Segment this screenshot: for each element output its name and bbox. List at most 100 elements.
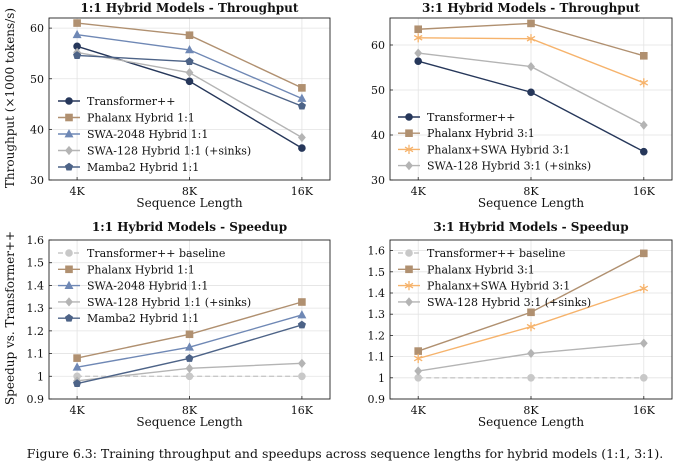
data-point: [527, 373, 535, 382]
series-swa-128-hybrid-1-1-sinks: [73, 358, 306, 386]
series-mamba2-hybrid-1-1: [73, 51, 306, 110]
x-tick-label: 8K: [182, 185, 198, 198]
x-tick-label: 4K: [69, 185, 85, 198]
y-tick-label: 1.6: [27, 234, 45, 247]
y-tick-label: 1.5: [368, 266, 386, 279]
legend-entry: SWA-128 Hybrid 3:1 (+sinks): [427, 296, 591, 309]
data-point: [527, 348, 535, 359]
y-tick-label: 1: [378, 372, 385, 385]
data-point: [72, 29, 82, 39]
legend-entry: SWA-128 Hybrid 1:1 (+sinks): [87, 296, 251, 309]
series-phalanx-hybrid-3-1: [414, 19, 648, 60]
data-point: [185, 372, 194, 381]
chart-panel-1: 30 40 50 60 4K 8K 16K 1:1 Hybrid Models - Throu…: [3, 1, 331, 210]
x-tick-label: 4K: [411, 185, 427, 198]
series-transformer-baseline: [414, 373, 648, 382]
legend-entry: Phalanx+SWA Hybrid 3:1: [427, 280, 570, 293]
chart-title: 3:1 Hybrid Models - Speedup: [433, 220, 628, 234]
legend-entry: Mamba2 Hybrid 1:1: [87, 312, 199, 325]
data-point: [185, 354, 194, 362]
legend-entry: Transformer++: [87, 95, 175, 108]
data-point: [639, 78, 649, 88]
y-tick-label: 1.3: [368, 308, 386, 321]
data-point: [414, 57, 423, 65]
legend-marker: [405, 160, 413, 171]
x-tick-label: 16K: [291, 185, 314, 198]
data-point: [414, 347, 422, 355]
legend-marker: [65, 249, 73, 257]
chart-panel-2: 30 40 50 60 4K 8K 16K 3:1 Hybrid Models - Throu…: [371, 1, 673, 210]
data-point: [298, 298, 306, 306]
data-point: [73, 354, 81, 362]
legend-marker: [65, 97, 73, 105]
data-point: [298, 84, 306, 92]
chart-title: 1:1 Hybrid Models - Speedup: [92, 220, 287, 234]
y-tick-label: 1.3: [27, 302, 45, 315]
y-tick-label: 30: [371, 174, 385, 187]
data-point: [527, 19, 535, 28]
data-point: [414, 48, 423, 58]
data-point: [639, 373, 648, 382]
x-tick-label: 16K: [633, 185, 656, 198]
legend: Transformer++ baseline Phalanx Hybrid 3:1…: [398, 247, 591, 309]
legend-marker: [65, 145, 73, 156]
data-point: [526, 322, 536, 332]
legend-entry: Transformer++ baseline: [87, 247, 225, 260]
data-point: [185, 363, 194, 373]
x-tick-label: 16K: [291, 404, 314, 417]
x-tick-label: 8K: [182, 404, 198, 417]
data-point: [297, 132, 306, 143]
legend-entry: SWA-2048 Hybrid 1:1: [87, 128, 208, 141]
data-point: [297, 101, 306, 110]
data-point: [297, 358, 306, 368]
x-tick-label: 4K: [69, 404, 85, 417]
data-point: [73, 19, 81, 27]
legend-marker: [405, 249, 413, 257]
data-point: [185, 45, 194, 54]
data-point: [414, 366, 423, 376]
data-point: [639, 283, 649, 294]
legend-marker: [65, 265, 73, 274]
legend-marker: [65, 297, 73, 307]
legend-marker: [405, 297, 413, 307]
legend-marker: [405, 129, 413, 138]
legend-marker: [405, 265, 413, 274]
y-tick-label: 30: [30, 174, 44, 187]
data-point: [72, 362, 82, 371]
legend-entry: SWA-2048 Hybrid 1:1: [87, 280, 208, 293]
y-tick-label: 1.5: [27, 257, 45, 270]
y-tick-label: 1.6: [368, 245, 386, 258]
legend-entry: Transformer++: [427, 111, 515, 124]
data-point: [414, 25, 422, 34]
legend-marker: [65, 113, 73, 122]
legend-entry: Phalanx Hybrid 3:1: [427, 127, 535, 140]
x-tick-label: 4K: [411, 404, 427, 417]
x-axis-label: Sequence Length: [478, 196, 585, 210]
data-point: [413, 33, 423, 43]
series-swa-128-hybrid-3-1-sinks: [414, 48, 648, 130]
series-phalanx-swa-hybrid-3-1: [413, 33, 649, 88]
legend: Transformer++ Phalanx Hybrid 1:1 SWA-2048 …: [58, 95, 251, 174]
legend-entry: Mamba2 Hybrid 1:1: [87, 161, 199, 174]
legend-entry: SWA-128 Hybrid 3:1 (+sinks): [427, 160, 591, 173]
y-tick-label: 40: [30, 123, 44, 136]
legend-entry: Transformer++ baseline: [427, 247, 565, 260]
y-tick-label: 0.9: [27, 393, 45, 406]
data-point: [185, 342, 194, 351]
data-point: [640, 52, 648, 60]
chart-title: 3:1 Hybrid Models - Throughput: [422, 1, 640, 15]
data-point: [640, 249, 648, 258]
x-tick-label: 8K: [523, 185, 539, 198]
series-transformer: [414, 57, 648, 156]
y-tick-label: 1.4: [368, 287, 386, 300]
series-mamba2-hybrid-1-1: [73, 320, 306, 388]
series-phalanx-hybrid-1-1: [73, 19, 306, 92]
y-tick-label: 1.2: [27, 325, 45, 338]
data-point: [185, 31, 194, 40]
series-phalanx-hybrid-3-1: [414, 249, 648, 355]
data-point: [185, 330, 194, 339]
data-point: [297, 310, 307, 319]
data-point: [413, 353, 423, 364]
legend-marker: [64, 162, 74, 171]
y-axis-label: Speedup vs. Transformer++: [3, 231, 17, 405]
